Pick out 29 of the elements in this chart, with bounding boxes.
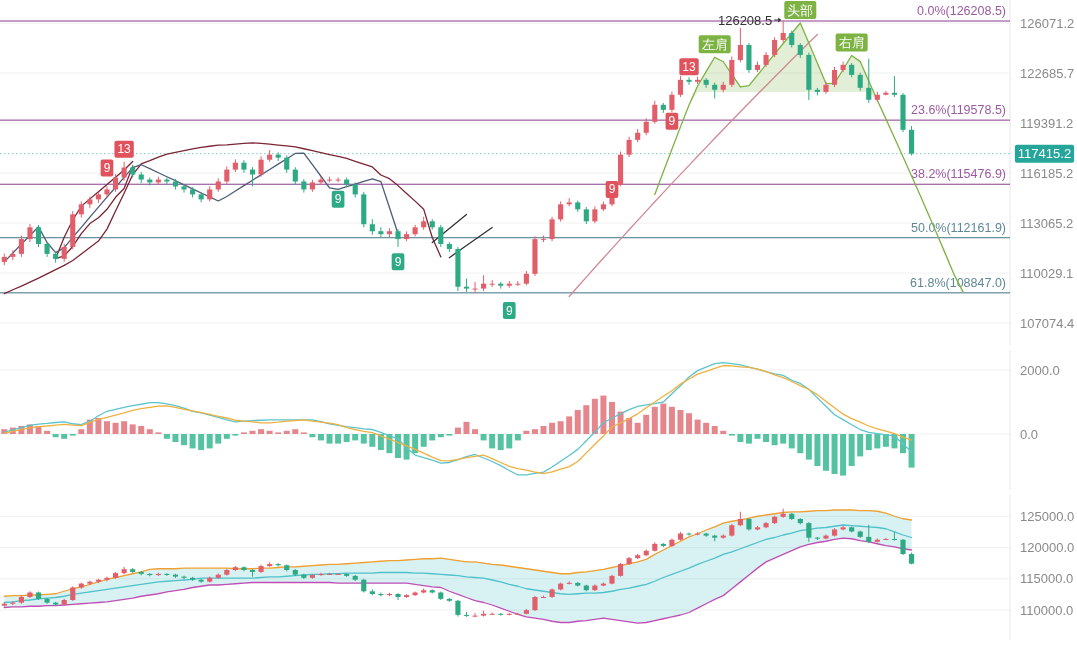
y-tick-label: 115000.0 xyxy=(1020,571,1074,587)
y-tick-label: 2000.0 xyxy=(1020,362,1060,378)
series-label: 头部 xyxy=(787,2,814,18)
y-tick-label: 0.0 xyxy=(1020,426,1039,442)
series-label: 9 xyxy=(334,192,342,207)
y-tick-label: 110029.1 xyxy=(1020,265,1074,281)
ref-line-label: 23.6%(119578.5) xyxy=(911,103,1006,118)
y-tick-label: 119391.2 xyxy=(1020,115,1074,131)
y-tick-label: 113065.2 xyxy=(1020,215,1074,231)
series-label: 右肩 xyxy=(838,35,865,51)
series-label: 9 xyxy=(394,254,402,269)
y-tick-label: 116185.2 xyxy=(1020,165,1074,181)
y-tick-label: 122685.7 xyxy=(1020,65,1075,81)
annotation: 126208.5 xyxy=(717,12,773,28)
y-tick-label: 110000.0 xyxy=(1020,602,1074,618)
series-label: 9 xyxy=(608,182,616,197)
ref-line-label: 0.0%(126208.5) xyxy=(917,4,1006,18)
ref-line-label: 117415.2 xyxy=(1017,146,1072,162)
y-tick-label: 107074.4 xyxy=(1020,315,1075,331)
series-label: 9 xyxy=(668,114,676,129)
ref-line-label: 38.2%(115476.9) xyxy=(911,167,1006,182)
series-label: 9 xyxy=(103,161,111,176)
y-tick-label: 120000.0 xyxy=(1020,540,1075,555)
y-tick-label: 126071.2 xyxy=(1020,15,1075,31)
series-label: 13 xyxy=(682,59,697,74)
series-label: 左肩 xyxy=(701,36,728,52)
series-label: 13 xyxy=(117,142,132,157)
y-tick-label: 125000.0 xyxy=(1020,508,1075,524)
series-label: 9 xyxy=(505,303,513,318)
